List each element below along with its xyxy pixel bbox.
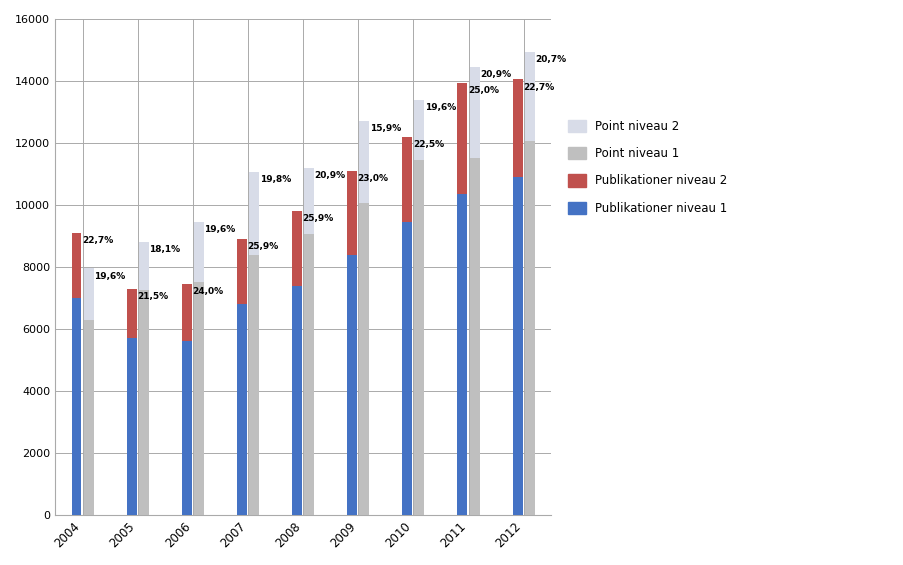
Bar — [182, 341, 191, 515]
Bar — [304, 168, 313, 234]
Bar — [457, 82, 467, 194]
Bar — [139, 290, 149, 515]
Bar — [139, 242, 149, 290]
Bar — [84, 268, 94, 320]
Bar — [414, 99, 424, 160]
Bar — [457, 194, 467, 515]
Bar — [469, 158, 479, 515]
Bar — [292, 211, 302, 285]
Bar — [469, 67, 479, 158]
Text: 25,9%: 25,9% — [303, 214, 333, 223]
Bar — [347, 254, 357, 515]
Text: 19,8%: 19,8% — [259, 176, 291, 185]
Text: 18,1%: 18,1% — [149, 245, 181, 254]
Bar — [249, 172, 258, 254]
Bar — [194, 282, 203, 515]
Text: 21,5%: 21,5% — [137, 292, 168, 301]
Text: 22,7%: 22,7% — [82, 236, 113, 245]
Bar — [524, 141, 534, 515]
Bar — [237, 239, 247, 304]
Bar — [292, 285, 302, 515]
Text: 22,5%: 22,5% — [413, 140, 443, 149]
Bar — [402, 222, 412, 515]
Text: 20,9%: 20,9% — [479, 70, 510, 79]
Text: 24,0%: 24,0% — [192, 287, 223, 296]
Bar — [358, 121, 368, 203]
Text: 20,9%: 20,9% — [314, 171, 346, 180]
Bar — [84, 320, 94, 515]
Bar — [194, 222, 203, 282]
Bar — [414, 160, 424, 515]
Bar — [237, 304, 247, 515]
Bar — [512, 80, 522, 177]
Text: 19,6%: 19,6% — [424, 103, 456, 112]
Text: 25,0%: 25,0% — [468, 86, 498, 94]
Legend: Point niveau 2, Point niveau 1, Publikationer niveau 2, Publikationer niveau 1: Point niveau 2, Point niveau 1, Publikat… — [562, 114, 732, 220]
Bar — [126, 289, 136, 338]
Text: 23,0%: 23,0% — [358, 174, 388, 183]
Text: 20,7%: 20,7% — [535, 55, 565, 64]
Bar — [524, 51, 534, 141]
Bar — [182, 284, 191, 341]
Text: 15,9%: 15,9% — [369, 124, 401, 133]
Text: 22,7%: 22,7% — [523, 82, 554, 92]
Bar — [347, 171, 357, 254]
Bar — [71, 233, 81, 298]
Bar — [249, 254, 258, 515]
Text: 25,9%: 25,9% — [247, 242, 278, 251]
Text: 19,6%: 19,6% — [94, 272, 126, 281]
Text: 19,6%: 19,6% — [204, 225, 236, 234]
Bar — [512, 177, 522, 515]
Bar — [126, 338, 136, 515]
Bar — [402, 137, 412, 222]
Bar — [304, 234, 313, 515]
Bar — [71, 298, 81, 515]
Bar — [358, 203, 368, 515]
